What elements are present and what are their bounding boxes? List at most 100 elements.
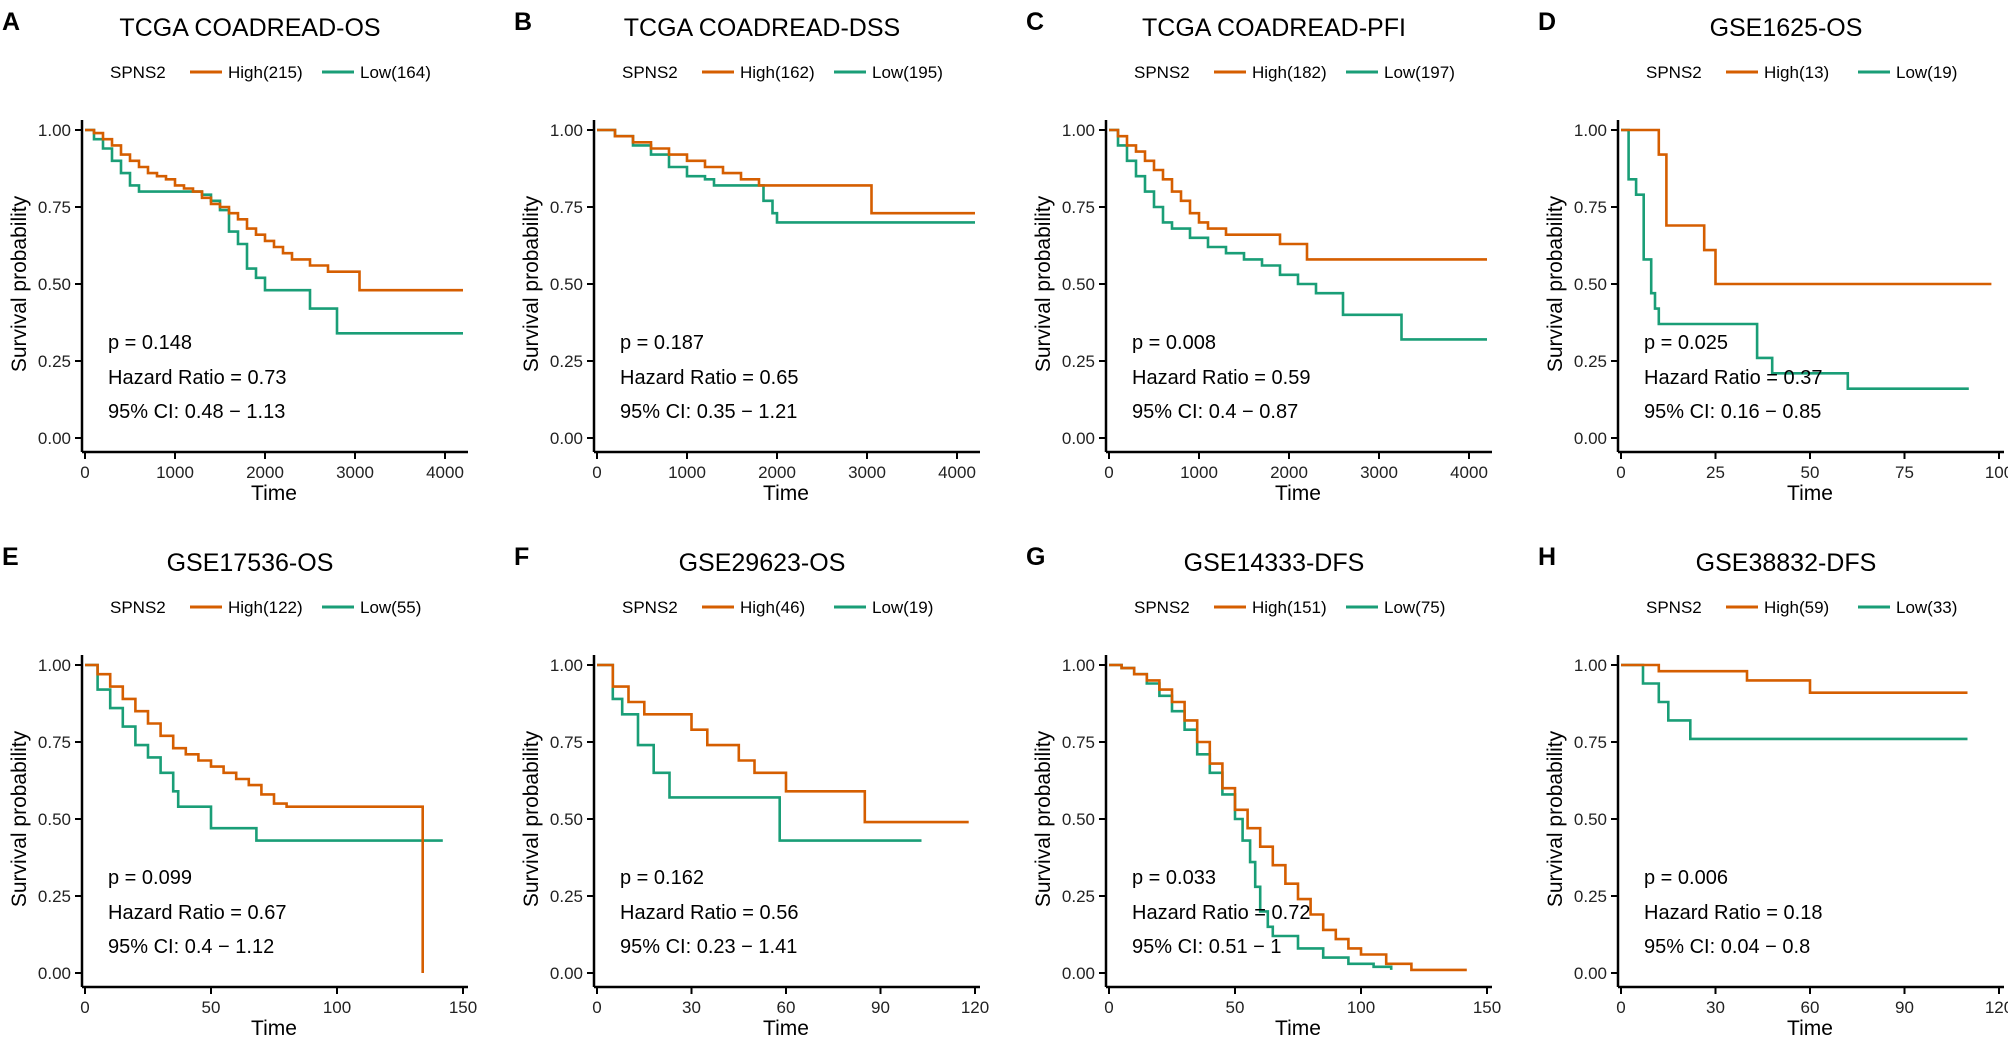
x-tick-label: 50 (1226, 998, 1245, 1017)
panel-a: A TCGA COADREAD-OS SPNS2 High(215) Low(164) 0… (2, 8, 468, 505)
y-tick-label: 0.75 (1574, 733, 1607, 752)
stat-confidence-interval: 95% CI: 0.23 − 1.41 (620, 936, 797, 958)
stat-p-value: p = 0.162 (620, 867, 704, 889)
y-tick-label: 1.00 (1062, 121, 1095, 140)
legend: SPNS2 High(182) Low(197) (1134, 63, 1455, 82)
y-tick-label: 0.00 (550, 429, 583, 448)
stat-confidence-interval: 95% CI: 0.04 − 0.8 (1644, 936, 1810, 958)
panel-title: GSE14333-DFS (1184, 549, 1365, 577)
x-tick-label: 1000 (1180, 463, 1218, 482)
y-axis-title: Survival probability (1544, 730, 1567, 907)
stat-confidence-interval: 95% CI: 0.35 − 1.21 (620, 401, 797, 423)
panel-title: GSE17536-OS (167, 549, 334, 577)
stat-p-value: p = 0.099 (108, 867, 192, 889)
stat-hazard-ratio: Hazard Ratio = 0.59 (1132, 367, 1310, 389)
stat-p-value: p = 0.033 (1132, 867, 1216, 889)
legend-label-high: High(59) (1764, 598, 1829, 617)
x-tick-label: 60 (777, 998, 796, 1017)
survival-curve-high (85, 663, 424, 973)
stat-p-value: p = 0.187 (620, 332, 704, 354)
y-axis-title: Survival probability (520, 195, 543, 372)
panel-e: E GSE17536-OS SPNS2 High(122) Low(55) 0.00 0.2… (2, 543, 477, 1040)
survival-curve-low (597, 663, 922, 842)
legend-label-low: Low(33) (1896, 598, 1957, 617)
x-tick-label: 1000 (668, 463, 706, 482)
y-tick-label: 1.00 (38, 656, 71, 675)
panel-title: TCGA COADREAD-PFI (1142, 14, 1406, 42)
y-tick-label: 0.25 (550, 887, 583, 906)
x-tick-label: 90 (871, 998, 890, 1017)
legend-label-low: Low(197) (1384, 63, 1455, 82)
panel-c: C TCGA COADREAD-PFI SPNS2 High(182) Low(197)… (1026, 8, 1492, 505)
x-axis-title: Time (1275, 1017, 1321, 1040)
stat-p-value: p = 0.148 (108, 332, 192, 354)
legend-title: SPNS2 (1646, 598, 1702, 617)
legend-title: SPNS2 (110, 598, 166, 617)
stat-hazard-ratio: Hazard Ratio = 0.67 (108, 902, 286, 924)
y-tick-label: 0.75 (550, 198, 583, 217)
x-tick-label: 90 (1895, 998, 1914, 1017)
y-axis-title: Survival probability (1544, 195, 1567, 372)
x-axis-title: Time (1275, 482, 1321, 505)
x-tick-label: 0 (80, 998, 89, 1017)
stat-confidence-interval: 95% CI: 0.51 − 1 (1132, 936, 1282, 958)
panel-h: H GSE38832-DFS SPNS2 High(59) Low(33) 0.00 0.2… (1538, 543, 2008, 1040)
y-tick-label: 0.50 (550, 810, 583, 829)
legend-label-high: High(182) (1252, 63, 1327, 82)
survival-curve-high (597, 128, 975, 215)
panel-g: G GSE14333-DFS SPNS2 High(151) Low(75) 0.00 0.… (1026, 543, 1501, 1040)
x-tick-label: 4000 (426, 463, 464, 482)
y-tick-label: 0.50 (1062, 810, 1095, 829)
panel-letter: H (1538, 543, 1556, 571)
legend-label-low: Low(55) (360, 598, 421, 617)
x-tick-label: 30 (682, 998, 701, 1017)
y-tick-label: 0.50 (38, 275, 71, 294)
y-tick-label: 0.75 (1574, 198, 1607, 217)
stat-hazard-ratio: Hazard Ratio = 0.73 (108, 367, 286, 389)
x-tick-label: 4000 (1450, 463, 1488, 482)
stat-confidence-interval: 95% CI: 0.4 − 1.12 (108, 936, 274, 958)
x-tick-label: 100 (1985, 463, 2008, 482)
x-tick-label: 30 (1706, 998, 1725, 1017)
y-tick-label: 1.00 (38, 121, 71, 140)
survival-curve-low (597, 128, 975, 224)
y-axis-title: Survival probability (8, 730, 31, 907)
y-tick-label: 0.25 (38, 887, 71, 906)
y-tick-label: 0.25 (1062, 887, 1095, 906)
y-tick-label: 0.50 (1574, 810, 1607, 829)
survival-curve-high (1109, 663, 1467, 972)
y-axis-title: Survival probability (1032, 195, 1055, 372)
y-axis-title: Survival probability (8, 195, 31, 372)
y-tick-label: 0.50 (550, 275, 583, 294)
x-tick-label: 120 (1985, 998, 2008, 1017)
legend-title: SPNS2 (1646, 63, 1702, 82)
survival-curve-high (1621, 663, 1968, 694)
legend-label-low: Low(164) (360, 63, 431, 82)
y-tick-label: 0.25 (1574, 887, 1607, 906)
x-tick-label: 0 (592, 463, 601, 482)
survival-curve-high (85, 128, 463, 292)
legend-label-high: High(46) (740, 598, 805, 617)
survival-curve-low (85, 663, 443, 842)
x-axis-title: Time (763, 1017, 809, 1040)
x-tick-label: 100 (323, 998, 351, 1017)
y-tick-label: 0.50 (1062, 275, 1095, 294)
panel-f: F GSE29623-OS SPNS2 High(46) Low(19) 0.00 0.25… (514, 543, 989, 1040)
y-tick-label: 0.00 (38, 429, 71, 448)
y-tick-label: 1.00 (550, 121, 583, 140)
y-tick-label: 0.00 (1574, 429, 1607, 448)
panel-title: GSE29623-OS (679, 549, 846, 577)
y-tick-label: 0.25 (550, 352, 583, 371)
x-tick-label: 60 (1801, 998, 1820, 1017)
y-tick-label: 0.75 (1062, 198, 1095, 217)
stat-p-value: p = 0.008 (1132, 332, 1216, 354)
panel-letter: C (1026, 8, 1044, 36)
x-tick-label: 100 (1347, 998, 1375, 1017)
y-tick-label: 0.00 (38, 964, 71, 983)
legend: SPNS2 High(59) Low(33) (1646, 598, 1957, 617)
survival-curve-low (1109, 663, 1393, 970)
legend-label-high: High(151) (1252, 598, 1327, 617)
x-axis-title: Time (251, 1017, 297, 1040)
legend-label-high: High(13) (1764, 63, 1829, 82)
x-tick-label: 3000 (848, 463, 886, 482)
